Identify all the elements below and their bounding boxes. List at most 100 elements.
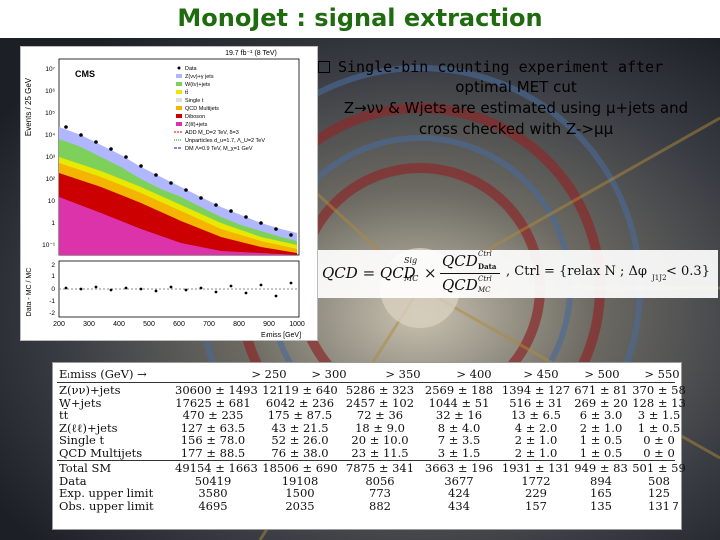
table-cell: 7875 ± 341: [345, 461, 415, 475]
legend-wjets: W(ℓν)+jets: [185, 82, 210, 88]
table-cell: 4695: [198, 498, 228, 513]
data-point: [274, 227, 278, 231]
ytick: 10⁷: [45, 66, 55, 73]
table-cell: 4 ± 2.0: [514, 420, 558, 435]
table-header-cell: > 400: [456, 367, 492, 381]
formula-den: QCD: [442, 276, 478, 294]
ratio-point: [229, 284, 233, 288]
table-cell: 501 ± 59: [632, 461, 686, 475]
table-cell: 50419: [194, 473, 232, 488]
data-point: [94, 140, 98, 144]
table-cell: 1500: [285, 486, 315, 501]
table-cell: 882: [369, 498, 391, 513]
table-cell: 135: [590, 498, 612, 513]
legend: Data Z(νν)+γ jets W(ℓν)+jets tt̄ Single …: [174, 66, 265, 152]
table-cell: 128 ± 13: [632, 395, 686, 410]
table-header-cell: > 350: [385, 367, 421, 381]
formula-left: QCD = QCD: [322, 264, 416, 282]
table-cell: 3580: [198, 486, 228, 501]
row-label: Z(ℓℓ)+jets: [59, 420, 118, 435]
table-cell: 269 ± 20: [574, 395, 628, 410]
xtick: 1000: [289, 321, 305, 328]
ratio-point: [184, 288, 188, 292]
ytick: 10²: [46, 176, 56, 183]
legend-swatch-singlet: [176, 98, 182, 102]
ratio-point: [139, 287, 143, 291]
table-divider: [57, 459, 675, 461]
data-point: [154, 173, 158, 177]
table-row: QCD Multijets 177 ± 88.5 76 ± 38.0 23 ± …: [53, 446, 681, 460]
slide-title: MonoJet : signal extraction: [177, 4, 543, 32]
xtick: 800: [233, 321, 245, 328]
table-cell: 49154 ± 1663: [175, 461, 258, 475]
table-cell: 6042 ± 236: [265, 395, 335, 410]
table-cell: 2 ± 1.0: [514, 433, 558, 448]
bullet-line: Single-bin counting experiment after: [318, 58, 714, 77]
table-cell: 52 ± 26.0: [271, 433, 329, 448]
description-line-1: optimal MET cut: [455, 78, 577, 96]
data-point: [259, 221, 263, 225]
table-cell: 1 ± 0.5: [579, 433, 623, 448]
table-row: Exp. upper limit 3580 1500 773 424 229 1…: [53, 486, 681, 501]
table-cell: 3677: [444, 473, 474, 488]
table-cell: 3 ± 1.5: [637, 408, 681, 423]
xtick: 600: [173, 321, 185, 328]
table-cell: 17625 ± 681: [175, 395, 251, 410]
legend-znunu: Z(νν)+γ jets: [185, 74, 214, 80]
data-point: [199, 196, 203, 200]
table-cell: 894: [590, 473, 612, 488]
ratio-points: [64, 281, 293, 298]
table-cell: 370 ± 58: [632, 383, 686, 397]
legend-swatch-znunu: [176, 74, 182, 78]
table-cell: 13 ± 6.5: [511, 408, 561, 423]
ratio-point: [289, 281, 293, 285]
table-cell: 8 ± 4.0: [437, 420, 481, 435]
table-cell: 3663 ± 196: [424, 461, 494, 475]
table-cell: 5286 ± 323: [345, 383, 415, 397]
row-label: QCD Multijets: [59, 446, 143, 460]
table-cell: 949 ± 83: [574, 461, 628, 475]
formula-sub-mc: MC: [404, 274, 419, 283]
table-cell: 2 ± 1.0: [514, 446, 558, 460]
table-header: Eₗmiss (GeV) → > 250 > 300 > 350 > 400 >…: [53, 367, 681, 381]
table-cell: 2457 ± 102: [345, 395, 415, 410]
table-cell: 156 ± 78.0: [180, 433, 246, 448]
data-point: [79, 133, 83, 137]
ratio-tick-labels: 2 1 0 -1 -2: [49, 262, 55, 317]
zll-hist: [59, 197, 297, 255]
legend-zll: Z(ℓℓ)+jets: [185, 122, 208, 128]
data-point: [244, 215, 248, 219]
description-box: Single-bin counting experiment after opt…: [318, 58, 714, 140]
formula-sup-sig: Sig: [404, 256, 418, 265]
row-label: tt̄: [59, 408, 69, 423]
ytick: 1: [51, 220, 55, 227]
table-header-label: Eₗmiss (GeV) →: [59, 367, 147, 381]
formula-times: ×: [424, 264, 437, 282]
table-cell: 127 ± 63.5: [180, 420, 246, 435]
legend-marker-data: [177, 66, 181, 70]
table-header-cell: > 250: [251, 367, 287, 381]
table-cell: 516 ± 31: [509, 395, 563, 410]
table-cell: 72 ± 36: [356, 408, 404, 423]
table-row: Z(νν)+jets 30600 ± 1493 12119 ± 640 5286…: [53, 383, 686, 397]
lumi-label: 19.7 fb⁻¹ (8 TeV): [225, 50, 277, 57]
xtick: 900: [263, 321, 275, 328]
table-cell: 175 ± 87.5: [267, 408, 333, 423]
ratio-point: [79, 287, 83, 291]
formula-den-sub: MC: [478, 286, 491, 294]
table-cell: 157: [525, 498, 547, 513]
event-yields-table: Eₗmiss (GeV) → > 250 > 300 > 350 > 400 >…: [52, 362, 686, 530]
bullet-text: Single-bin counting experiment after: [338, 58, 664, 76]
row-label: Data: [59, 473, 87, 488]
ratio-tick: 0: [51, 286, 55, 293]
table-row: Single t 156 ± 78.0 52 ± 26.0 20 ± 10.0 …: [53, 433, 681, 448]
legend-qcd: QCD Multijets: [185, 106, 219, 112]
table-cell: 6 ± 3.0: [579, 408, 623, 423]
table-cell: 76 ± 38.0: [271, 446, 329, 460]
ratio-point: [169, 285, 173, 289]
data-point: [289, 233, 293, 237]
table-cell: 23 ± 11.5: [351, 446, 409, 460]
table-row: W+jets 17625 ± 681 6042 ± 236 2457 ± 102…: [53, 395, 686, 410]
table-cell: 229: [525, 486, 547, 501]
table-cell: 7 ± 3.5: [437, 433, 481, 448]
